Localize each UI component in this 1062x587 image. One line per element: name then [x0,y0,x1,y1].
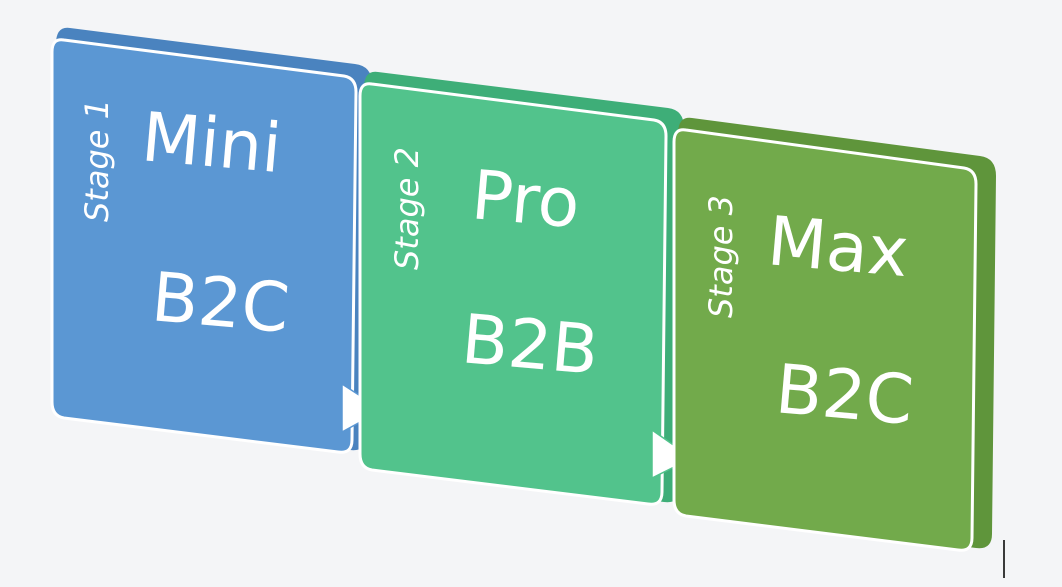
stage-3-label: Stage 3 [702,195,740,318]
stage-3-market: B2C [773,350,917,441]
stage-1-card: Stage 1 Mini B2C [50,27,372,454]
stage-1-tier: Mini [139,98,285,189]
stage-2-market: B2B [459,300,602,391]
text-cursor [1003,540,1005,578]
arrow-icon-2 [651,428,694,480]
stage-3-tier: Max [765,202,912,293]
stage-2-front-panel [358,82,668,506]
stage-2-card: Stage 2 Pro B2B [358,71,684,506]
stage-1-front-panel [50,38,358,454]
stage-2-tier: Pro [469,156,583,244]
stage-2-label: Stage 2 [388,147,426,270]
stage-1-market: B2C [149,258,293,349]
stage-3-card: Stage 3 Max B2C [672,117,996,552]
stage-1-label: Stage 1 [78,99,116,222]
stage-3-front-panel [672,128,978,552]
